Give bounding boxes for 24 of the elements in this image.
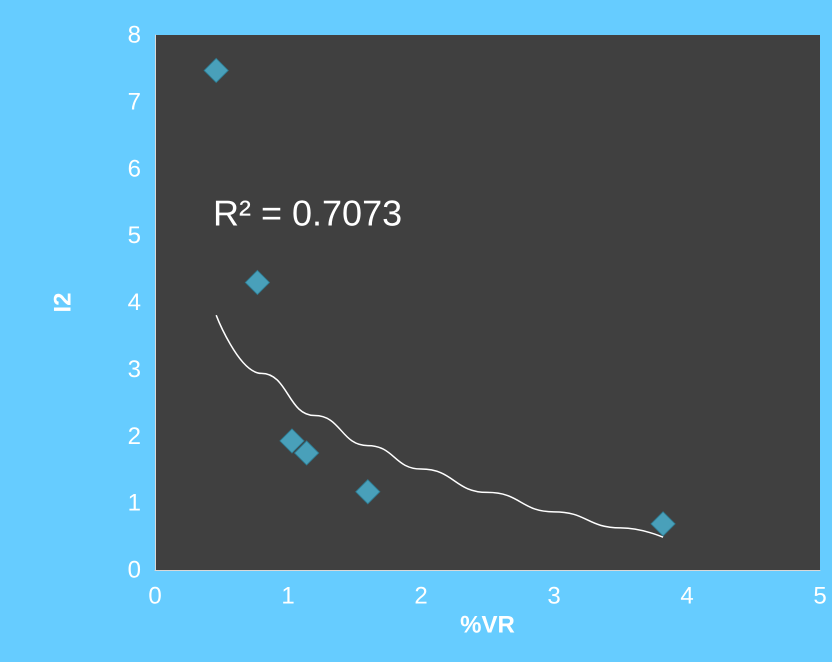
- point: [650, 511, 676, 536]
- x-tick-label: 1: [281, 582, 295, 610]
- point: [355, 479, 380, 504]
- x-axis-title: %VR: [460, 611, 515, 638]
- point: [294, 440, 320, 466]
- point: [204, 58, 229, 83]
- point: [279, 428, 304, 454]
- y-tick-label: 1: [128, 490, 141, 517]
- x-tick-label: 0: [148, 582, 162, 610]
- y-tick-label: 5: [128, 222, 141, 250]
- x-tick-label: 3: [547, 582, 561, 610]
- annotation: R² = 0.7073: [213, 192, 402, 234]
- y-tick-label: 6: [128, 155, 141, 182]
- y-axis-title: I2: [50, 292, 76, 313]
- y-tick-label: 8: [128, 22, 141, 48]
- y-tick-label: 4: [128, 289, 141, 316]
- point: [244, 270, 270, 295]
- y-tick-label: 7: [128, 88, 141, 116]
- x-tick-label: 4: [680, 582, 694, 610]
- y-tick-label: 0: [128, 556, 141, 584]
- y-tick-label: 2: [128, 422, 141, 450]
- y-tick-label: 3: [128, 356, 141, 383]
- x-tick-label: 2: [414, 582, 428, 610]
- x-tick-label: 5: [813, 582, 827, 610]
